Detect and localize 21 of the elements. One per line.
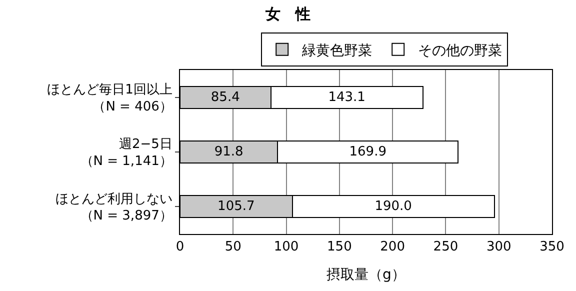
- data-label: 190.0: [374, 199, 412, 214]
- x-tick-label: 350: [540, 240, 564, 255]
- x-tick-label: 150: [327, 240, 352, 255]
- data-label: 169.9: [349, 144, 386, 160]
- x-tick-label: 50: [224, 240, 242, 255]
- data-label: 105.7: [218, 199, 255, 214]
- y-tick-label: ほとんど毎日1回以上（N = 406）: [47, 82, 172, 114]
- data-label: 85.4: [210, 90, 240, 105]
- data-label: 91.8: [214, 144, 244, 160]
- y-tick-label: ほとんど利用しない（N = 3,897）: [55, 192, 172, 224]
- y-tick-label: 週2−5日（N = 1,141）: [80, 137, 172, 169]
- legend-label: その他の野菜: [418, 42, 502, 59]
- x-tick-label: 250: [433, 240, 458, 255]
- chart-title: 女 性: [264, 5, 310, 24]
- x-tick-label: 0: [176, 240, 184, 255]
- x-tick-label: 100: [274, 240, 299, 255]
- x-axis-title: 摂取量（g）: [326, 266, 406, 283]
- x-tick-label: 300: [486, 240, 512, 255]
- x-tick-label: 200: [380, 240, 405, 255]
- legend-label: 緑黄色野菜: [301, 42, 372, 59]
- data-label: 143.1: [328, 90, 366, 105]
